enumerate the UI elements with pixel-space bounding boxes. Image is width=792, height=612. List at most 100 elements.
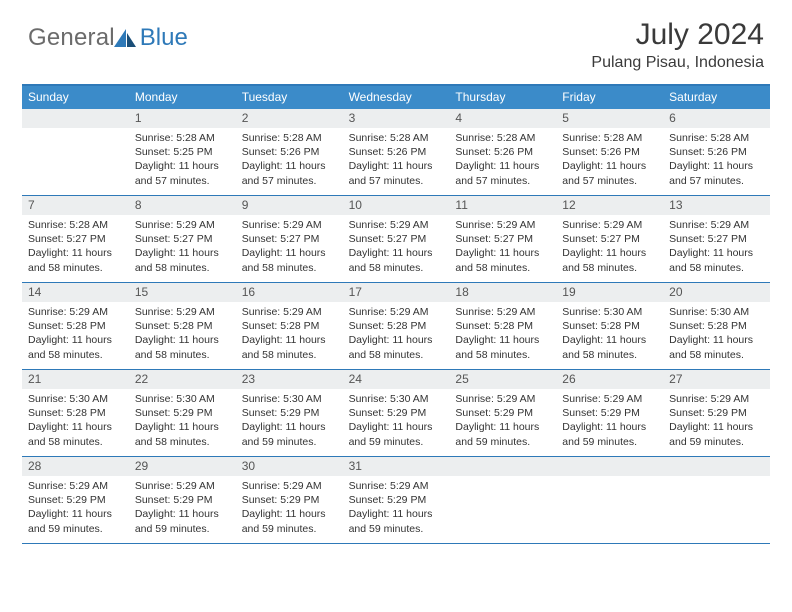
weekday-header: Monday: [129, 86, 236, 109]
daylight-text: Daylight: 11 hours and 57 minutes.: [669, 159, 764, 187]
sunset-text: Sunset: 5:28 PM: [242, 319, 337, 333]
day-number: 14: [22, 283, 129, 302]
sunset-text: Sunset: 5:29 PM: [135, 493, 230, 507]
day-cell: 28Sunrise: 5:29 AMSunset: 5:29 PMDayligh…: [22, 457, 129, 543]
day-cell: 1Sunrise: 5:28 AMSunset: 5:25 PMDaylight…: [129, 109, 236, 195]
sunset-text: Sunset: 5:27 PM: [28, 232, 123, 246]
sunrise-text: Sunrise: 5:29 AM: [349, 479, 444, 493]
sunset-text: Sunset: 5:26 PM: [669, 145, 764, 159]
daylight-text: Daylight: 11 hours and 59 minutes.: [669, 420, 764, 448]
day-details: Sunrise: 5:29 AMSunset: 5:29 PMDaylight:…: [556, 389, 663, 453]
day-cell: 17Sunrise: 5:29 AMSunset: 5:28 PMDayligh…: [343, 283, 450, 369]
sunrise-text: Sunrise: 5:29 AM: [349, 305, 444, 319]
day-number: 7: [22, 196, 129, 215]
day-cell: 24Sunrise: 5:30 AMSunset: 5:29 PMDayligh…: [343, 370, 450, 456]
day-cell: 29Sunrise: 5:29 AMSunset: 5:29 PMDayligh…: [129, 457, 236, 543]
sunrise-text: Sunrise: 5:29 AM: [28, 479, 123, 493]
sunrise-text: Sunrise: 5:29 AM: [562, 392, 657, 406]
daylight-text: Daylight: 11 hours and 59 minutes.: [455, 420, 550, 448]
week-row: 7Sunrise: 5:28 AMSunset: 5:27 PMDaylight…: [22, 196, 770, 283]
sunset-text: Sunset: 5:28 PM: [455, 319, 550, 333]
sunset-text: Sunset: 5:29 PM: [28, 493, 123, 507]
sunrise-text: Sunrise: 5:29 AM: [242, 305, 337, 319]
daylight-text: Daylight: 11 hours and 59 minutes.: [28, 507, 123, 535]
sunset-text: Sunset: 5:26 PM: [455, 145, 550, 159]
day-details: Sunrise: 5:29 AMSunset: 5:29 PMDaylight:…: [663, 389, 770, 453]
day-cell: 5Sunrise: 5:28 AMSunset: 5:26 PMDaylight…: [556, 109, 663, 195]
sunset-text: Sunset: 5:29 PM: [455, 406, 550, 420]
daylight-text: Daylight: 11 hours and 57 minutes.: [242, 159, 337, 187]
day-number: 30: [236, 457, 343, 476]
sunrise-text: Sunrise: 5:28 AM: [669, 131, 764, 145]
day-details: Sunrise: 5:29 AMSunset: 5:28 PMDaylight:…: [22, 302, 129, 366]
day-number: 3: [343, 109, 450, 128]
sunset-text: Sunset: 5:27 PM: [349, 232, 444, 246]
day-details: Sunrise: 5:30 AMSunset: 5:28 PMDaylight:…: [556, 302, 663, 366]
day-details: Sunrise: 5:28 AMSunset: 5:26 PMDaylight:…: [343, 128, 450, 192]
weekday-header: Wednesday: [343, 86, 450, 109]
weekday-header: Friday: [556, 86, 663, 109]
daylight-text: Daylight: 11 hours and 58 minutes.: [242, 246, 337, 274]
daylight-text: Daylight: 11 hours and 58 minutes.: [135, 420, 230, 448]
daylight-text: Daylight: 11 hours and 58 minutes.: [28, 246, 123, 274]
day-number: 6: [663, 109, 770, 128]
day-number: 1: [129, 109, 236, 128]
sunrise-text: Sunrise: 5:29 AM: [455, 392, 550, 406]
sunset-text: Sunset: 5:27 PM: [562, 232, 657, 246]
day-number: 24: [343, 370, 450, 389]
daylight-text: Daylight: 11 hours and 58 minutes.: [28, 420, 123, 448]
sunset-text: Sunset: 5:25 PM: [135, 145, 230, 159]
day-number: [556, 457, 663, 476]
sunrise-text: Sunrise: 5:28 AM: [562, 131, 657, 145]
day-details: Sunrise: 5:30 AMSunset: 5:28 PMDaylight:…: [22, 389, 129, 453]
day-details: Sunrise: 5:28 AMSunset: 5:25 PMDaylight:…: [129, 128, 236, 192]
day-details: Sunrise: 5:29 AMSunset: 5:27 PMDaylight:…: [556, 215, 663, 279]
sunrise-text: Sunrise: 5:28 AM: [242, 131, 337, 145]
day-number: 2: [236, 109, 343, 128]
day-cell: 9Sunrise: 5:29 AMSunset: 5:27 PMDaylight…: [236, 196, 343, 282]
day-cell: 16Sunrise: 5:29 AMSunset: 5:28 PMDayligh…: [236, 283, 343, 369]
day-number: 26: [556, 370, 663, 389]
daylight-text: Daylight: 11 hours and 58 minutes.: [349, 246, 444, 274]
sunset-text: Sunset: 5:27 PM: [455, 232, 550, 246]
day-number: 8: [129, 196, 236, 215]
day-number: 4: [449, 109, 556, 128]
day-cell: 21Sunrise: 5:30 AMSunset: 5:28 PMDayligh…: [22, 370, 129, 456]
sunset-text: Sunset: 5:28 PM: [135, 319, 230, 333]
logo-text-blue: Blue: [140, 24, 188, 52]
day-cell: 13Sunrise: 5:29 AMSunset: 5:27 PMDayligh…: [663, 196, 770, 282]
week-row: 14Sunrise: 5:29 AMSunset: 5:28 PMDayligh…: [22, 283, 770, 370]
day-cell: [663, 457, 770, 543]
sunrise-text: Sunrise: 5:29 AM: [28, 305, 123, 319]
sunrise-text: Sunrise: 5:29 AM: [562, 218, 657, 232]
daylight-text: Daylight: 11 hours and 59 minutes.: [562, 420, 657, 448]
sunset-text: Sunset: 5:28 PM: [669, 319, 764, 333]
day-cell: 22Sunrise: 5:30 AMSunset: 5:29 PMDayligh…: [129, 370, 236, 456]
day-details: Sunrise: 5:29 AMSunset: 5:29 PMDaylight:…: [22, 476, 129, 540]
page-header: General Blue July 2024 Pulang Pisau, Ind…: [0, 0, 792, 80]
week-row: 21Sunrise: 5:30 AMSunset: 5:28 PMDayligh…: [22, 370, 770, 457]
day-cell: 11Sunrise: 5:29 AMSunset: 5:27 PMDayligh…: [449, 196, 556, 282]
day-cell: 26Sunrise: 5:29 AMSunset: 5:29 PMDayligh…: [556, 370, 663, 456]
sunset-text: Sunset: 5:29 PM: [669, 406, 764, 420]
day-number: 9: [236, 196, 343, 215]
day-number: 10: [343, 196, 450, 215]
daylight-text: Daylight: 11 hours and 57 minutes.: [455, 159, 550, 187]
title-block: July 2024 Pulang Pisau, Indonesia: [591, 18, 764, 72]
day-details: Sunrise: 5:29 AMSunset: 5:29 PMDaylight:…: [343, 476, 450, 540]
weekday-header: Sunday: [22, 86, 129, 109]
day-details: Sunrise: 5:29 AMSunset: 5:29 PMDaylight:…: [129, 476, 236, 540]
day-cell: 3Sunrise: 5:28 AMSunset: 5:26 PMDaylight…: [343, 109, 450, 195]
day-details: Sunrise: 5:29 AMSunset: 5:29 PMDaylight:…: [236, 476, 343, 540]
daylight-text: Daylight: 11 hours and 58 minutes.: [455, 246, 550, 274]
day-number: 28: [22, 457, 129, 476]
daylight-text: Daylight: 11 hours and 58 minutes.: [562, 333, 657, 361]
day-cell: 12Sunrise: 5:29 AMSunset: 5:27 PMDayligh…: [556, 196, 663, 282]
sunrise-text: Sunrise: 5:29 AM: [669, 218, 764, 232]
sunset-text: Sunset: 5:26 PM: [242, 145, 337, 159]
day-number: 18: [449, 283, 556, 302]
day-number: 21: [22, 370, 129, 389]
day-number: 25: [449, 370, 556, 389]
day-cell: 23Sunrise: 5:30 AMSunset: 5:29 PMDayligh…: [236, 370, 343, 456]
day-details: Sunrise: 5:30 AMSunset: 5:28 PMDaylight:…: [663, 302, 770, 366]
